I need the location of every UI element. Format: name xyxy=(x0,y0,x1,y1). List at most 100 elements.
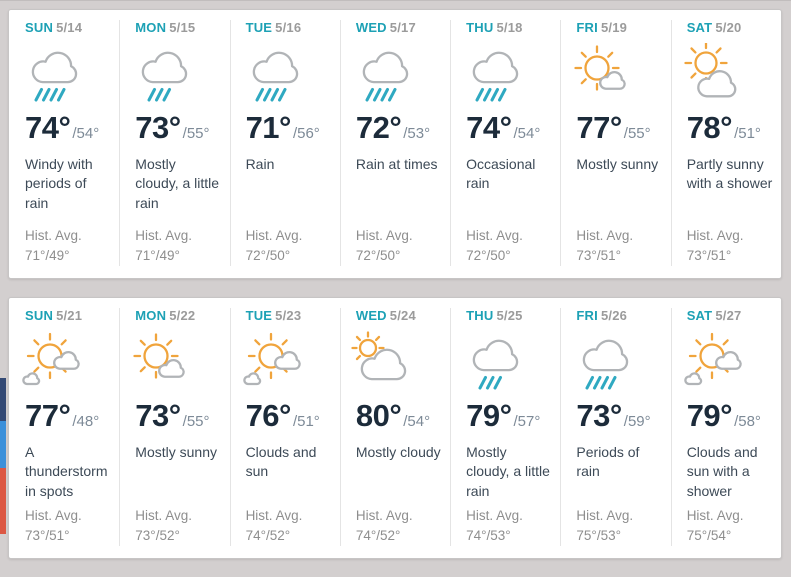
hist-avg-label: Hist. Avg. xyxy=(686,227,744,243)
cell-header: MON 5/15 xyxy=(135,20,221,35)
date-label: 5/18 xyxy=(496,20,523,35)
forecast-description: Mostly cloudy xyxy=(355,444,441,461)
forecast-day-cell[interactable]: FRI 5/19 77° /55° Mostly sunny Hist. Avg.… xyxy=(560,10,670,278)
high-temp: 72° xyxy=(355,110,402,145)
forecast-day-cell[interactable]: THU 5/18 74° /54° Occasional rain Hist. A… xyxy=(450,10,560,278)
forecast-day-cell[interactable]: MON 5/22 73° /55° Mostly sunny Hist. Avg.… xyxy=(119,298,229,558)
forecast-description: A thunderstorm in spots xyxy=(25,444,108,499)
edge-strip-navy-segment[interactable] xyxy=(0,378,6,421)
high-temp: 73° xyxy=(576,398,622,433)
temperature: 72° /53° xyxy=(355,110,442,145)
forecast-description: Mostly sunny xyxy=(135,444,217,461)
hist-avg-value: 72°/50° xyxy=(355,247,401,263)
hist-avg-value: 74°/52° xyxy=(245,527,291,543)
edge-strip-red-segment[interactable] xyxy=(0,468,6,534)
forecast-day-cell[interactable]: TUE 5/23 76° /51° Clouds and sun Hist. Av… xyxy=(229,298,340,558)
cell-header: FRI 5/26 xyxy=(576,308,662,323)
share-edge-strip xyxy=(0,1,6,577)
forecast-description: Clouds and sun with a shower xyxy=(686,444,758,499)
day-abbrev: TUE xyxy=(245,20,273,35)
date-label: 5/27 xyxy=(715,308,742,323)
high-temp: 80° xyxy=(355,398,402,433)
forecast-day-cell[interactable]: WED 5/24 80° /54° Mostly cloudy Hist. Avg… xyxy=(339,298,450,558)
date-label: 5/14 xyxy=(56,20,83,35)
hist-avg-value: 73°/52° xyxy=(135,527,180,543)
cell-header: THU 5/18 xyxy=(466,20,552,35)
hist-avg: Hist. Avg. 75°/53° xyxy=(576,506,662,549)
cell-header: SUN 5/14 xyxy=(25,20,111,35)
hist-avg-value: 75°/54° xyxy=(686,527,732,543)
forecast-day-cell[interactable]: TUE 5/16 71° /56° Rain Hist. Avg. 72°/50° xyxy=(229,10,340,278)
day-abbrev: SAT xyxy=(686,308,713,323)
cell-header: MON 5/22 xyxy=(135,308,221,323)
hist-avg-label: Hist. Avg. xyxy=(355,227,413,243)
forecast-day-cell[interactable]: WED 5/17 72° /53° Rain at times Hist. Avg… xyxy=(339,10,450,278)
high-temp: 76° xyxy=(245,398,292,433)
temperature: 73° /55° xyxy=(135,110,221,145)
forecast-description: Periods of rain xyxy=(576,444,640,480)
day-abbrev: FRI xyxy=(576,20,598,35)
forecast-day-cell[interactable]: SAT 5/20 78° /51° Partly sunny with a sho… xyxy=(670,10,781,278)
day-abbrev: MON xyxy=(135,308,167,323)
partly-sunny-icon xyxy=(682,41,773,111)
low-temp: /55° xyxy=(182,413,210,430)
forecast-description: Mostly sunny xyxy=(576,156,659,173)
high-temp: 73° xyxy=(135,110,181,145)
forecast-day-cell[interactable]: THU 5/25 79° /57° Mostly cloudy, a little… xyxy=(450,298,560,558)
cloud-rain-4-icon xyxy=(461,43,552,111)
cell-header: FRI 5/19 xyxy=(576,20,662,35)
forecast-day-cell[interactable]: SUN 5/21 77° /48° A thunderstorm in spots… xyxy=(9,298,119,558)
day-abbrev: SUN xyxy=(25,20,54,35)
cell-header: THU 5/25 xyxy=(466,308,552,323)
cloud-rain-4-icon xyxy=(351,43,442,111)
low-temp: /57° xyxy=(513,413,541,430)
hist-avg: Hist. Avg. 73°/51° xyxy=(687,226,773,269)
cloud-rain-4-icon xyxy=(241,43,332,111)
day-abbrev: THU xyxy=(466,20,494,35)
temperature: 80° /54° xyxy=(355,398,442,433)
edge-strip-blue-segment[interactable] xyxy=(0,421,6,468)
day-abbrev: SUN xyxy=(25,308,54,323)
temperature: 79° /57° xyxy=(466,398,552,433)
temperature: 78° /51° xyxy=(686,110,773,145)
date-label: 5/15 xyxy=(169,20,196,35)
low-temp: /58° xyxy=(734,413,761,430)
cloud-rain-3-icon xyxy=(461,331,552,399)
forecast-day-cell[interactable]: FRI 5/26 73° /59° Periods of rain Hist. A… xyxy=(560,298,670,558)
hist-avg-label: Hist. Avg. xyxy=(355,507,413,523)
date-label: 5/17 xyxy=(389,20,416,35)
temperature: 74° /54° xyxy=(25,110,111,145)
low-temp: /54° xyxy=(403,413,431,430)
high-temp: 77° xyxy=(576,110,622,145)
hist-avg: Hist. Avg. 73°/51° xyxy=(25,506,111,549)
forecast-description: Mostly cloudy, a little rain xyxy=(466,444,550,499)
hist-avg: Hist. Avg. 71°/49° xyxy=(135,226,221,269)
hist-avg-value: 73°/51° xyxy=(25,527,70,543)
day-abbrev: SAT xyxy=(686,20,713,35)
high-temp: 74° xyxy=(25,110,71,145)
low-temp: /59° xyxy=(623,413,651,430)
hist-avg-value: 71°/49° xyxy=(135,247,180,263)
cell-header: WED 5/24 xyxy=(356,308,442,323)
forecast-description: Mostly cloudy, a little rain xyxy=(135,156,220,211)
forecast-day-cell[interactable]: MON 5/15 73° /55° Mostly cloudy, a little… xyxy=(119,10,229,278)
forecast-day-cell[interactable]: SUN 5/14 74° /54° Windy with periods of r… xyxy=(9,10,119,278)
high-temp: 79° xyxy=(466,398,512,433)
day-abbrev: THU xyxy=(466,308,494,323)
hist-avg: Hist. Avg. 74°/52° xyxy=(246,506,332,549)
mostly-sunny-icon xyxy=(571,43,662,111)
hist-avg-label: Hist. Avg. xyxy=(25,507,82,523)
hist-avg-label: Hist. Avg. xyxy=(686,507,744,523)
temperature: 74° /54° xyxy=(466,110,552,145)
high-temp: 78° xyxy=(686,110,733,145)
forecast-description: Rain xyxy=(245,156,275,173)
forecast-week-2-panel: SUN 5/21 77° /48° A thunderstorm in spots… xyxy=(8,297,782,559)
cell-header: SUN 5/21 xyxy=(25,308,111,323)
temperature: 71° /56° xyxy=(246,110,332,145)
hist-avg-label: Hist. Avg. xyxy=(135,227,193,243)
hist-avg: Hist. Avg. 72°/50° xyxy=(356,226,442,269)
hist-avg-label: Hist. Avg. xyxy=(466,227,523,243)
forecast-day-cell[interactable]: SAT 5/27 79° /58° Clouds and sun with a s… xyxy=(670,298,781,558)
mostly-sunny-icon xyxy=(130,331,221,399)
